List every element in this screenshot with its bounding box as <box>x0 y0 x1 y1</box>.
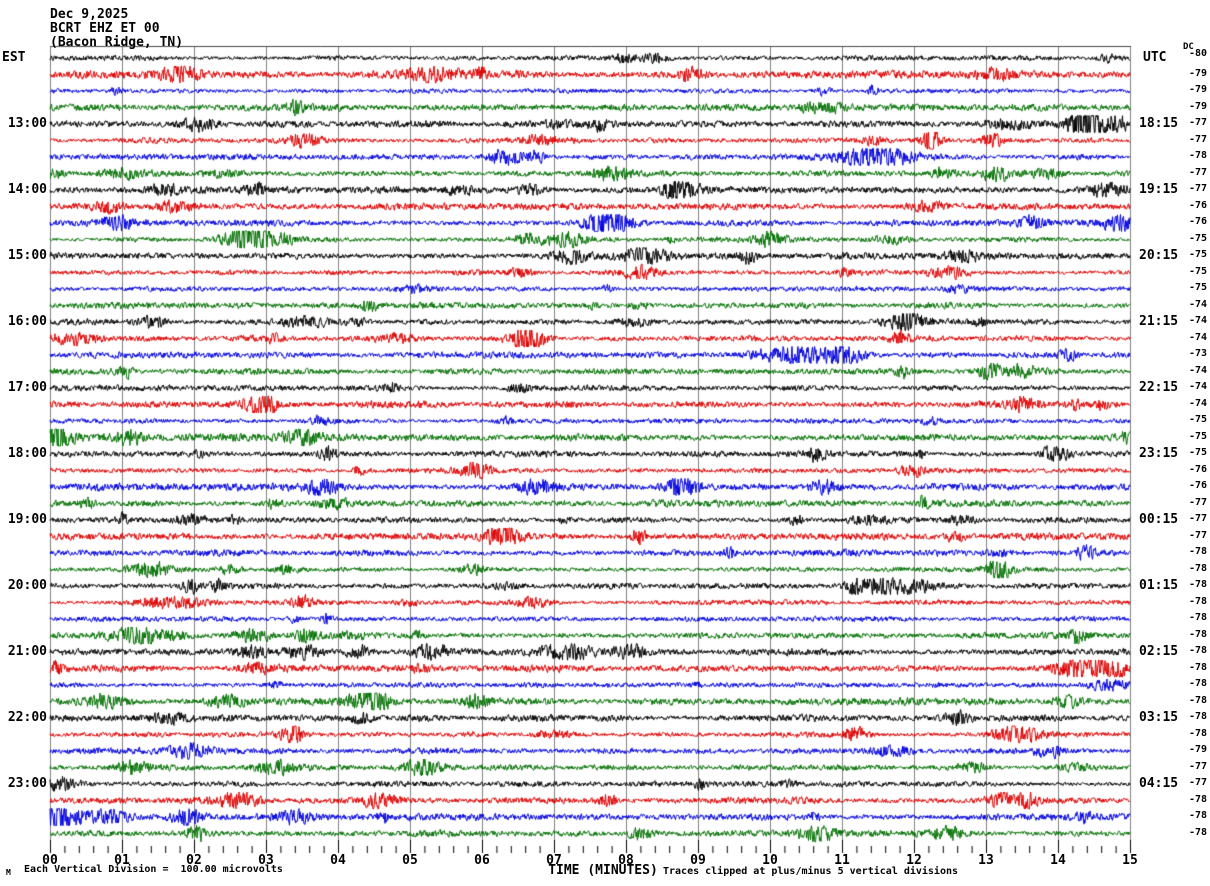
x-tick-label: 10 <box>762 853 778 868</box>
dc-offset-value: -77 <box>1188 117 1207 128</box>
x-tick-label: 14 <box>1050 853 1066 868</box>
dc-offset-value: -80 <box>1188 48 1207 59</box>
dc-offset-value: -75 <box>1188 232 1207 244</box>
dc-offset-value: -78 <box>1188 150 1207 161</box>
x-axis-title: TIME (MINUTES) <box>548 863 658 878</box>
dc-offset-value: -76 <box>1188 199 1207 211</box>
dc-offset-value: -75 <box>1188 447 1207 458</box>
utc-hour-label: 20:15 <box>1139 248 1179 263</box>
dc-header: DC <box>1183 42 1194 52</box>
dc-offset-value: -74 <box>1188 315 1207 326</box>
dc-offset-value: -77 <box>1188 183 1207 194</box>
dc-offset-value: -77 <box>1188 166 1207 178</box>
utc-hour-label: 03:15 <box>1139 710 1179 725</box>
dc-offset-value: -78 <box>1188 678 1207 689</box>
est-hour-label: 14:00 <box>7 182 47 197</box>
dc-offset-value: -78 <box>1188 711 1207 722</box>
x-tick-label: 05 <box>402 853 418 868</box>
x-tick-label: 09 <box>690 853 706 868</box>
dc-offset-value: -75 <box>1188 430 1207 442</box>
utc-hour-label: 19:15 <box>1139 182 1179 197</box>
x-tick-label: 00 <box>42 853 58 868</box>
est-header: EST <box>2 50 26 65</box>
est-hour-label: 20:00 <box>7 578 47 593</box>
dc-offset-value: -78 <box>1188 579 1207 590</box>
title-location: (Bacon Ridge, TN) <box>50 35 184 50</box>
x-tick-label: 03 <box>258 853 274 868</box>
est-hour-label: 16:00 <box>7 314 47 329</box>
dc-offset-value: -79 <box>1188 84 1207 95</box>
dc-offset-value: -78 <box>1188 793 1207 805</box>
utc-hour-label: 21:15 <box>1139 314 1179 329</box>
dc-offset-value: -78 <box>1188 694 1207 706</box>
est-hour-label: 19:00 <box>7 512 47 527</box>
dc-offset-value: -78 <box>1188 546 1207 557</box>
title-station: BCRT EHZ ET 00 <box>50 21 160 36</box>
x-tick-label: 04 <box>330 853 346 868</box>
dc-offset-value: -79 <box>1188 100 1207 112</box>
title-date: Dec 9,2025 <box>50 7 129 22</box>
dc-offset-value: -75 <box>1188 414 1207 425</box>
x-tick-label: 12 <box>906 853 922 868</box>
dc-offset-value: -74 <box>1188 381 1207 392</box>
x-tick-label: 01 <box>114 853 130 868</box>
utc-hour-label: 22:15 <box>1139 380 1179 395</box>
dc-offset-value: -77 <box>1188 760 1207 772</box>
x-tick-label: 08 <box>618 853 634 868</box>
dc-offset-value: -79 <box>1188 67 1207 79</box>
est-hour-label: 13:00 <box>7 116 47 131</box>
dc-offset-value: -78 <box>1188 562 1207 574</box>
dc-offset-value: -75 <box>1188 249 1207 260</box>
dc-offset-value: -77 <box>1188 777 1207 788</box>
dc-offset-value: -78 <box>1188 628 1207 640</box>
est-hour-label: 18:00 <box>7 446 47 461</box>
dc-offset-value: -73 <box>1188 348 1207 359</box>
corner-mark: M <box>6 868 11 877</box>
dc-offset-value: -78 <box>1188 612 1207 623</box>
dc-offset-value: -76 <box>1188 463 1207 475</box>
x-tick-label: 06 <box>474 853 490 868</box>
utc-hour-label: 04:15 <box>1139 776 1179 791</box>
dc-offset-value: -78 <box>1188 810 1207 821</box>
dc-offset-value: -76 <box>1188 480 1207 491</box>
dc-offset-value: -75 <box>1188 282 1207 293</box>
x-tick-label: 07 <box>546 853 562 868</box>
utc-hour-label: 23:15 <box>1139 446 1179 461</box>
est-hour-label: 15:00 <box>7 248 47 263</box>
dc-offset-value: -76 <box>1188 216 1207 227</box>
scale-note: Each Vertical Division = 100.00 microvol… <box>24 864 283 875</box>
utc-header: UTC <box>1143 50 1167 65</box>
dc-offset-value: -77 <box>1188 496 1207 508</box>
dc-offset-value: -78 <box>1188 727 1207 739</box>
dc-offset-value: -75 <box>1188 265 1207 277</box>
dc-offset-value: -78 <box>1188 595 1207 607</box>
est-hour-label: 22:00 <box>7 710 47 725</box>
dc-offset-value: -78 <box>1188 661 1207 673</box>
dc-offset-value: -77 <box>1188 529 1207 541</box>
dc-offset-value: -78 <box>1188 645 1207 656</box>
x-tick-label: 13 <box>978 853 994 868</box>
utc-hour-label: 01:15 <box>1139 578 1179 593</box>
dc-offset-value: -77 <box>1188 513 1207 524</box>
utc-hour-label: 18:15 <box>1139 116 1179 131</box>
dc-offset-value: -74 <box>1188 397 1207 409</box>
clip-note: Traces clipped at plus/minus 5 vertical … <box>663 866 959 877</box>
x-tick-label: 02 <box>186 853 202 868</box>
x-tick-label: 11 <box>834 853 850 868</box>
utc-hour-label: 00:15 <box>1139 512 1179 527</box>
dc-offset-value: -78 <box>1188 826 1207 838</box>
est-hour-label: 21:00 <box>7 644 47 659</box>
dc-offset-value: -77 <box>1188 133 1207 145</box>
est-hour-label: 17:00 <box>7 380 47 395</box>
utc-hour-label: 02:15 <box>1139 644 1179 659</box>
dc-offset-value: -74 <box>1188 298 1207 310</box>
dc-offset-value: -74 <box>1188 364 1207 376</box>
est-hour-label: 23:00 <box>7 776 47 791</box>
dc-offset-value: -74 <box>1188 331 1207 343</box>
x-tick-label: 15 <box>1122 853 1138 868</box>
dc-offset-value: -79 <box>1188 744 1207 755</box>
